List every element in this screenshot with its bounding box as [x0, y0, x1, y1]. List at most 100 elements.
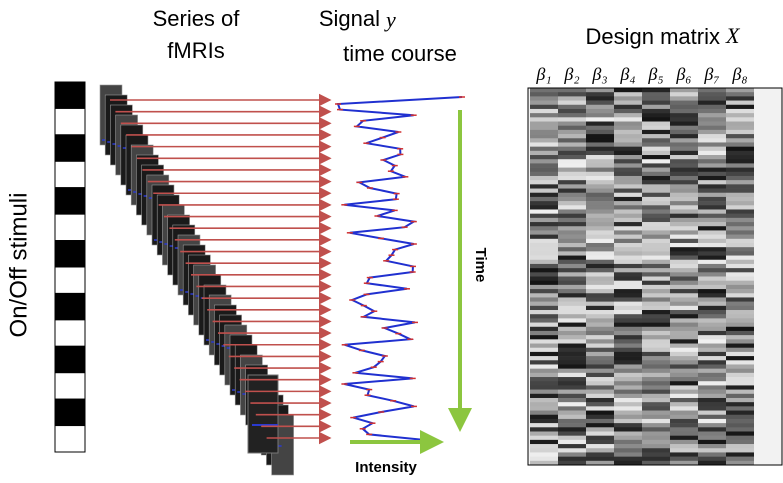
matrix-cell — [698, 192, 726, 198]
matrix-cell — [586, 92, 614, 97]
matrix-cell — [698, 100, 726, 106]
matrix-cell — [530, 117, 558, 122]
matrix-cell — [586, 335, 614, 340]
matrix-cell — [586, 347, 614, 353]
matrix-cell — [586, 444, 614, 449]
matrix-cell — [586, 272, 614, 277]
matrix-cell — [726, 385, 754, 390]
matrix-cell — [726, 377, 754, 382]
matrix-cell — [614, 347, 642, 353]
matrix-cell — [642, 360, 670, 365]
matrix-cell — [558, 209, 586, 214]
matrix-cell — [726, 205, 754, 210]
matrix-cell — [726, 113, 754, 118]
matrix-cell — [558, 259, 586, 265]
matrix-cell — [558, 138, 586, 143]
matrix-cell — [614, 222, 642, 227]
matrix-cell — [726, 242, 754, 248]
matrix-cell — [670, 280, 698, 286]
matrix-cell — [726, 372, 754, 378]
matrix-cell — [586, 293, 614, 298]
matrix-cell — [726, 180, 754, 185]
matrix-cell — [726, 343, 754, 349]
matrix-cell — [558, 201, 586, 206]
matrix-cell — [726, 427, 754, 432]
matrix-cell — [670, 121, 698, 126]
matrix-cell — [698, 263, 726, 269]
stimulus-block — [54, 425, 86, 453]
matrix-cell — [614, 88, 642, 93]
matrix-cell — [558, 192, 586, 198]
matrix-cell — [558, 335, 586, 340]
matrix-cell — [586, 100, 614, 106]
beta-label: β₇ — [703, 64, 719, 84]
beta-label: β₃ — [591, 64, 607, 84]
matrix-cell — [530, 146, 558, 152]
matrix-cell — [530, 301, 558, 307]
matrix-cell — [558, 213, 586, 219]
matrix-cell — [698, 217, 726, 223]
matrix-cell — [670, 272, 698, 277]
matrix-cell — [614, 356, 642, 361]
matrix-cell — [614, 146, 642, 152]
matrix-cell — [530, 418, 558, 424]
matrix-cell — [698, 230, 726, 235]
matrix-cell — [670, 259, 698, 265]
matrix-cell — [670, 385, 698, 390]
matrix-cell — [642, 268, 670, 273]
matrix-cell — [614, 305, 642, 311]
matrix-cell — [586, 113, 614, 118]
matrix-cell — [586, 167, 614, 173]
matrix-cell — [586, 268, 614, 273]
matrix-cell — [558, 129, 586, 135]
matrix-cell — [726, 222, 754, 227]
matrix-cell — [586, 402, 614, 407]
matrix-cell — [698, 452, 726, 457]
matrix-cell — [558, 159, 586, 164]
matrix-cell — [586, 322, 614, 328]
matrix-cell — [698, 242, 726, 248]
matrix-cell — [558, 92, 586, 97]
matrix-cell — [670, 238, 698, 244]
matrix-cell — [670, 381, 698, 386]
matrix-cell — [614, 377, 642, 382]
design-matrix: β₁ β₂ β₃ β₄ β₅ β₆ β₇ β₈ — [528, 64, 782, 466]
matrix-cell — [558, 397, 586, 403]
matrix-cell — [670, 297, 698, 302]
matrix-cell — [558, 155, 586, 160]
matrix-cell — [698, 343, 726, 349]
matrix-cell — [726, 301, 754, 307]
matrix-cell — [642, 222, 670, 227]
matrix-cell — [670, 100, 698, 106]
matrix-cell — [586, 163, 614, 168]
matrix-cell — [614, 205, 642, 210]
matrix-cell — [530, 284, 558, 290]
matrix-cell — [670, 418, 698, 424]
matrix-cell — [726, 431, 754, 436]
matrix-cell — [614, 171, 642, 177]
matrix-cell — [726, 100, 754, 106]
matrix-cell — [698, 209, 726, 214]
matrix-cell — [586, 389, 614, 395]
matrix-cell — [558, 427, 586, 432]
matrix-cell — [642, 314, 670, 319]
matrix-cell — [698, 284, 726, 290]
matrix-cell — [586, 330, 614, 336]
time-label: Time — [472, 248, 489, 283]
matrix-cell — [642, 108, 670, 114]
matrix-cell — [726, 297, 754, 302]
matrix-cell — [642, 121, 670, 126]
matrix-cell — [726, 92, 754, 97]
matrix-cell — [698, 360, 726, 365]
matrix-cell — [614, 339, 642, 344]
matrix-cell — [726, 259, 754, 265]
matrix-cell — [642, 226, 670, 231]
matrix-cell — [530, 397, 558, 403]
matrix-cell — [642, 439, 670, 445]
matrix-cell — [614, 104, 642, 110]
matrix-cell — [530, 431, 558, 436]
matrix-cell — [642, 188, 670, 194]
matrix-cell — [586, 138, 614, 143]
matrix-cell — [614, 427, 642, 432]
matrix-cell — [530, 201, 558, 206]
